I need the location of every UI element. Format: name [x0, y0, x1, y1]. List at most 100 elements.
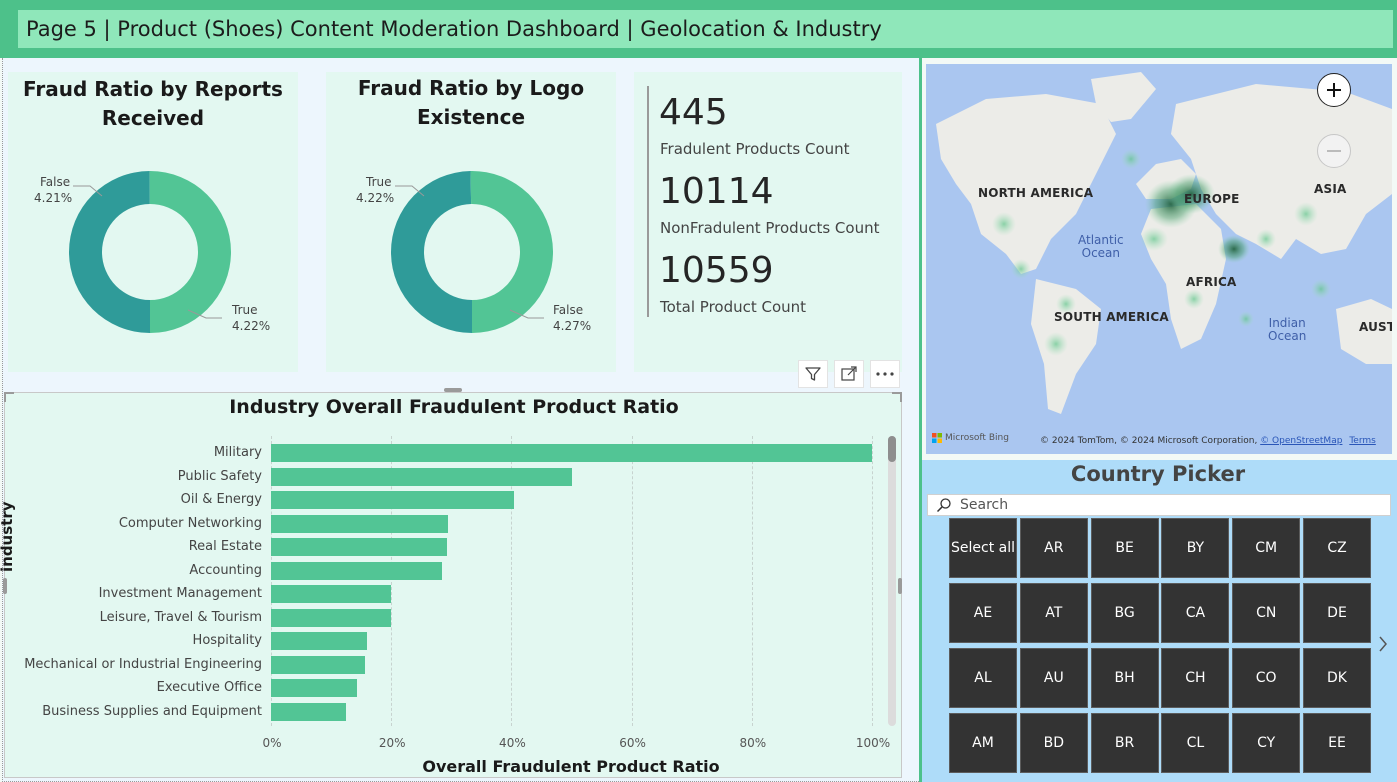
- industry-bar[interactable]: [271, 702, 347, 721]
- industry-bar[interactable]: [271, 444, 872, 462]
- kpi-fraudulent-label: Fradulent Products Count: [660, 140, 850, 158]
- industry-bar[interactable]: [271, 491, 515, 509]
- kpi-total-value: 10559: [659, 250, 774, 291]
- industry-label: Accounting: [189, 562, 262, 578]
- country-tile[interactable]: AE: [949, 583, 1017, 643]
- donut-reports-slice-value: 4.21%: [34, 191, 73, 205]
- donut-reports-slice-true[interactable]: [149, 171, 231, 333]
- corner-handle-tr-v[interactable]: [900, 392, 902, 402]
- country-tile[interactable]: BH: [1090, 648, 1159, 708]
- atlantic-line1: Atlantic: [1078, 233, 1124, 247]
- donut-reports-label-true: True 4.22%: [232, 302, 270, 334]
- industry-label: Computer Networking: [118, 515, 262, 531]
- indian-line1: Indian: [1268, 316, 1306, 330]
- country-tile[interactable]: AT: [1019, 583, 1088, 643]
- osm-link[interactable]: © OpenStreetMap: [1260, 436, 1343, 446]
- country-tile[interactable]: DE: [1303, 583, 1371, 643]
- bar-chart-scrollbar[interactable]: [888, 436, 896, 726]
- industry-label: Business Supplies and Equipment: [42, 703, 262, 719]
- country-tile[interactable]: CM: [1232, 518, 1301, 578]
- country-tile[interactable]: CO: [1232, 648, 1301, 708]
- donut-logo-slice-true[interactable]: [390, 171, 472, 333]
- industry-bar[interactable]: [271, 514, 449, 533]
- grid-line: [511, 436, 513, 726]
- zoom-out-button[interactable]: [1317, 134, 1351, 168]
- industry-bar[interactable]: [271, 655, 366, 674]
- country-tile[interactable]: BY: [1161, 518, 1230, 578]
- map-label-north-america: NORTH AMERICA: [978, 186, 1094, 200]
- country-tile[interactable]: EE: [1303, 713, 1371, 773]
- kpi-total-label: Total Product Count: [660, 298, 807, 316]
- country-tile[interactable]: CA: [1161, 583, 1230, 643]
- donut-logo-slice-value: 4.27%: [553, 319, 592, 333]
- country-tile[interactable]: BR: [1090, 713, 1159, 773]
- country-tile[interactable]: AM: [949, 713, 1017, 773]
- industry-bar[interactable]: [271, 538, 448, 556]
- country-tile[interactable]: AU: [1019, 648, 1088, 708]
- country-tile[interactable]: CZ: [1303, 518, 1371, 578]
- donut-logo-label-false: False 4.27%: [553, 302, 591, 334]
- country-tile[interactable]: AR: [1019, 518, 1088, 578]
- donut-reports-slice-value: 4.22%: [232, 319, 271, 333]
- industry-bar[interactable]: [271, 608, 392, 627]
- map-label-africa: AFRICA: [1186, 275, 1237, 289]
- corner-handle-tl-v[interactable]: [4, 392, 6, 402]
- grid-line: [631, 436, 633, 726]
- resize-handle-top[interactable]: [444, 388, 462, 392]
- country-tile[interactable]: AL: [949, 648, 1017, 708]
- grid-line: [751, 436, 753, 726]
- atlantic-line2: Ocean: [1081, 246, 1121, 260]
- bing-logo: Microsoft Bing: [932, 433, 1009, 443]
- microsoft-logo-icon: [932, 433, 942, 443]
- donut-chart-logo[interactable]: [382, 162, 562, 342]
- search-icon: [936, 498, 951, 513]
- zoom-in-button[interactable]: [1317, 73, 1351, 107]
- industry-bar[interactable]: [271, 679, 357, 697]
- industry-label: Leisure, Travel & Tourism: [99, 609, 262, 625]
- donut-logo-slice-false[interactable]: [470, 171, 553, 333]
- kpi-card: [634, 72, 902, 372]
- industry-bar[interactable]: [271, 632, 368, 650]
- geo-map[interactable]: NORTH AMERICA EUROPE ASIA AFRICA SOUTH A…: [926, 64, 1392, 454]
- map-label-asia: ASIA: [1314, 182, 1347, 196]
- kpi-nonfraudulent-label: NonFradulent Products Count: [660, 219, 880, 237]
- country-tile[interactable]: BD: [1019, 713, 1088, 773]
- country-tile[interactable]: CN: [1232, 583, 1301, 643]
- corner-handle-tr[interactable]: [892, 392, 902, 394]
- country-tile[interactable]: BE: [1090, 518, 1159, 578]
- bar-chart-title: Industry Overall Fraudulent Product Rati…: [229, 396, 679, 418]
- panel-divider: [919, 58, 922, 782]
- header-bar: Page 5 | Product (Shoes) Content Moderat…: [0, 0, 1397, 58]
- x-tick-label: 0%: [262, 736, 282, 750]
- map-label-australia: AUST: [1359, 320, 1392, 334]
- industry-bar[interactable]: [271, 467, 572, 486]
- industry-bar[interactable]: [271, 561, 443, 580]
- map-label-europe: EUROPE: [1184, 192, 1240, 206]
- resize-handle-right[interactable]: [898, 578, 902, 594]
- industry-bar[interactable]: [271, 585, 392, 603]
- donut-logo-leaders: [395, 185, 544, 319]
- country-search-box[interactable]: Search: [927, 494, 1391, 516]
- filter-icon[interactable]: [798, 360, 828, 388]
- more-options-icon[interactable]: [870, 360, 900, 388]
- select-all-tile[interactable]: Select all: [949, 518, 1017, 578]
- country-tile[interactable]: CY: [1232, 713, 1301, 773]
- country-tile[interactable]: CL: [1161, 713, 1230, 773]
- country-tile[interactable]: BG: [1090, 583, 1159, 643]
- map-label-indian: Indian Ocean: [1268, 317, 1306, 343]
- bar-chart-scroll-thumb[interactable]: [888, 436, 896, 462]
- chevron-right-icon[interactable]: [1378, 634, 1388, 659]
- resize-handle-left[interactable]: [3, 578, 7, 594]
- country-tile[interactable]: DK: [1303, 648, 1371, 708]
- donut-reports-title: Fraud Ratio by Reports Received: [8, 75, 298, 133]
- bar-chart-y-title: industry: [0, 501, 16, 572]
- corner-handle-tl[interactable]: [4, 392, 14, 394]
- terms-link[interactable]: Terms: [1349, 436, 1376, 446]
- bar-chart-x-title: Overall Fraudulent Product Ratio: [422, 757, 720, 776]
- x-tick-label: 60%: [619, 736, 646, 750]
- focus-mode-icon[interactable]: [834, 360, 864, 388]
- donut-reports-slice-false[interactable]: [68, 171, 150, 333]
- donut-chart-reports[interactable]: [60, 162, 240, 342]
- country-tile[interactable]: CH: [1161, 648, 1230, 708]
- country-picker-title: Country Picker: [1070, 462, 1246, 486]
